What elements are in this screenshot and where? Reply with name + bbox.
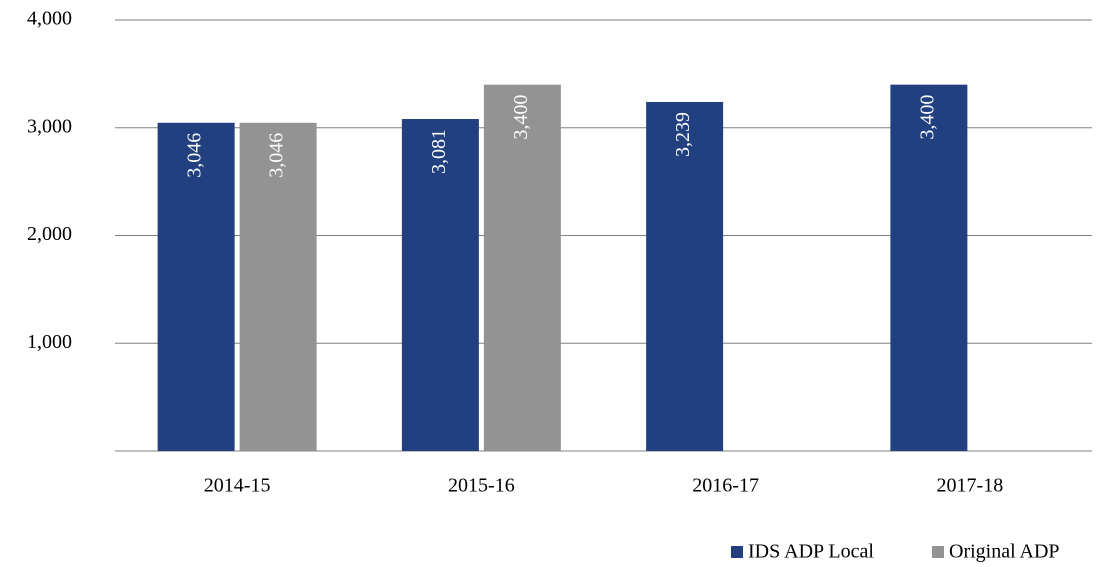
- value-label: 3,239: [672, 112, 694, 157]
- bar: [401, 119, 479, 451]
- x-tick-label: 2016-17: [692, 475, 759, 497]
- bar: [890, 84, 968, 452]
- x-tick-label: 2014-15: [204, 475, 271, 497]
- y-tick-label: 1,000: [27, 331, 72, 353]
- value-label: 3,400: [916, 95, 938, 140]
- y-tick-label: 4,000: [27, 8, 72, 30]
- value-label: 3,400: [510, 95, 532, 140]
- legend-swatch: [932, 546, 944, 558]
- value-label: 3,046: [266, 133, 288, 178]
- y-tick-label: 3,000: [27, 115, 72, 137]
- legend-swatch: [731, 546, 743, 558]
- legend-label: IDS ADP Local: [748, 541, 874, 563]
- value-label: 3,046: [184, 133, 206, 178]
- bar: [483, 84, 561, 452]
- bar: [157, 122, 235, 451]
- legend-label: Original ADP: [949, 541, 1060, 563]
- value-label: 3,081: [428, 129, 450, 174]
- x-tick-label: 2017-18: [937, 475, 1004, 497]
- y-tick-label: 2,000: [27, 223, 72, 245]
- bar: [646, 101, 724, 452]
- bar: [239, 122, 317, 451]
- x-tick-label: 2015-16: [448, 475, 515, 497]
